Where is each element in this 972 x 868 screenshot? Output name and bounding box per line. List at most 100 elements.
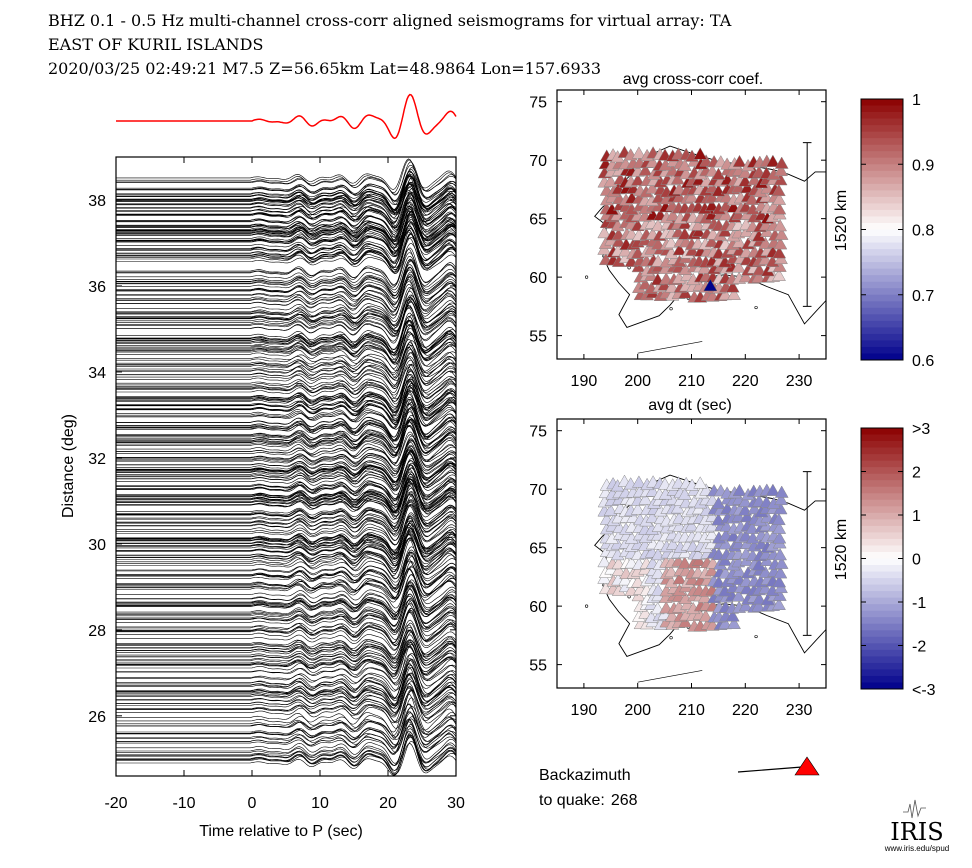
station-marker	[638, 606, 653, 619]
colorbar-step	[861, 473, 903, 481]
trace	[116, 431, 457, 465]
station-marker	[771, 183, 786, 197]
station-marker	[691, 553, 706, 566]
station-marker	[731, 207, 746, 221]
colorbar-step	[861, 138, 903, 146]
map-y-tick-label: 55	[529, 658, 547, 675]
trace	[116, 515, 457, 546]
trace	[116, 504, 457, 541]
trace	[116, 689, 457, 722]
station-marker	[697, 261, 712, 274]
map-x-tick-label: 220	[732, 373, 759, 390]
station-marker	[677, 556, 692, 569]
island	[584, 275, 589, 279]
colorbar-step	[861, 118, 903, 126]
island	[669, 636, 673, 640]
station-marker	[731, 536, 746, 550]
trace	[116, 639, 457, 669]
trace	[116, 478, 457, 513]
colorbar-step	[861, 551, 903, 559]
station-marker	[664, 564, 679, 578]
trace	[116, 703, 457, 740]
trace	[116, 721, 457, 754]
trace	[116, 483, 457, 520]
colorbar-step	[861, 294, 903, 302]
y-tick-label: 36	[88, 279, 106, 296]
colorbar-step	[861, 353, 903, 361]
station-marker	[597, 225, 612, 239]
colorbar-corr: 1 0.9 0.8 0.7 0.6	[860, 92, 934, 370]
colorbar-step	[861, 643, 903, 651]
colorbar-step	[861, 604, 903, 612]
colorbar-step	[861, 131, 903, 139]
station-marker	[665, 537, 680, 550]
trace	[116, 568, 457, 600]
trace	[116, 629, 457, 659]
stack-trace	[116, 93, 457, 140]
trace	[116, 449, 457, 486]
station-marker	[772, 268, 786, 281]
station-marker	[740, 180, 755, 194]
trace	[116, 231, 457, 263]
colorbar-step	[861, 333, 903, 341]
trace	[116, 275, 457, 308]
trace	[116, 421, 457, 457]
map-x-tick-label: 230	[786, 702, 813, 719]
trace	[116, 654, 457, 684]
station-marker	[727, 287, 741, 300]
station-marker	[731, 509, 746, 522]
station-marker	[645, 510, 660, 523]
station-marker	[691, 218, 706, 231]
trace	[116, 537, 457, 575]
colorbar-step	[861, 649, 903, 657]
trace	[116, 724, 457, 764]
colorbar-tick-label: -1	[912, 595, 926, 612]
trace	[116, 551, 457, 583]
trace	[116, 421, 457, 456]
colorbar-step	[861, 486, 903, 494]
station-marker	[740, 509, 755, 523]
trace	[116, 630, 457, 664]
map-y-tick-label: 65	[529, 541, 547, 558]
trace	[116, 464, 457, 502]
colorbar-tick-label: <-3	[912, 682, 936, 699]
map-x-tick-label: 230	[786, 373, 813, 390]
station-marker	[765, 154, 780, 167]
trace	[116, 503, 457, 535]
station-marker	[651, 237, 665, 250]
trace	[116, 462, 457, 496]
trace	[116, 439, 457, 470]
station-marker	[611, 563, 626, 576]
colorbar-step	[861, 307, 903, 315]
colorbar-step	[861, 506, 903, 514]
trace	[116, 471, 457, 511]
trace	[116, 619, 457, 651]
island	[627, 595, 631, 599]
station-marker	[691, 224, 706, 237]
station-marker	[597, 554, 612, 568]
colorbar-step	[861, 157, 903, 165]
trace	[116, 515, 457, 555]
trace	[116, 435, 457, 467]
trace	[116, 419, 457, 449]
station-marker	[752, 263, 767, 276]
colorbar-step	[861, 610, 903, 618]
trace	[116, 593, 457, 631]
trace	[116, 294, 457, 327]
colorbar-step	[861, 538, 903, 546]
trace	[116, 501, 457, 542]
seismogram-logo-icon	[903, 799, 926, 819]
trace	[116, 711, 457, 748]
island	[627, 266, 631, 270]
trace	[116, 451, 457, 490]
station-marker	[751, 599, 766, 612]
trace	[116, 447, 457, 477]
colorbar-step	[861, 467, 903, 475]
colorbar-step	[861, 656, 903, 664]
station-marker	[738, 269, 753, 283]
colorbar-step	[861, 229, 903, 237]
trace	[116, 440, 457, 473]
trace	[116, 176, 457, 216]
map-y-tick-label: 70	[529, 482, 547, 499]
seismogram-traces	[116, 158, 457, 776]
